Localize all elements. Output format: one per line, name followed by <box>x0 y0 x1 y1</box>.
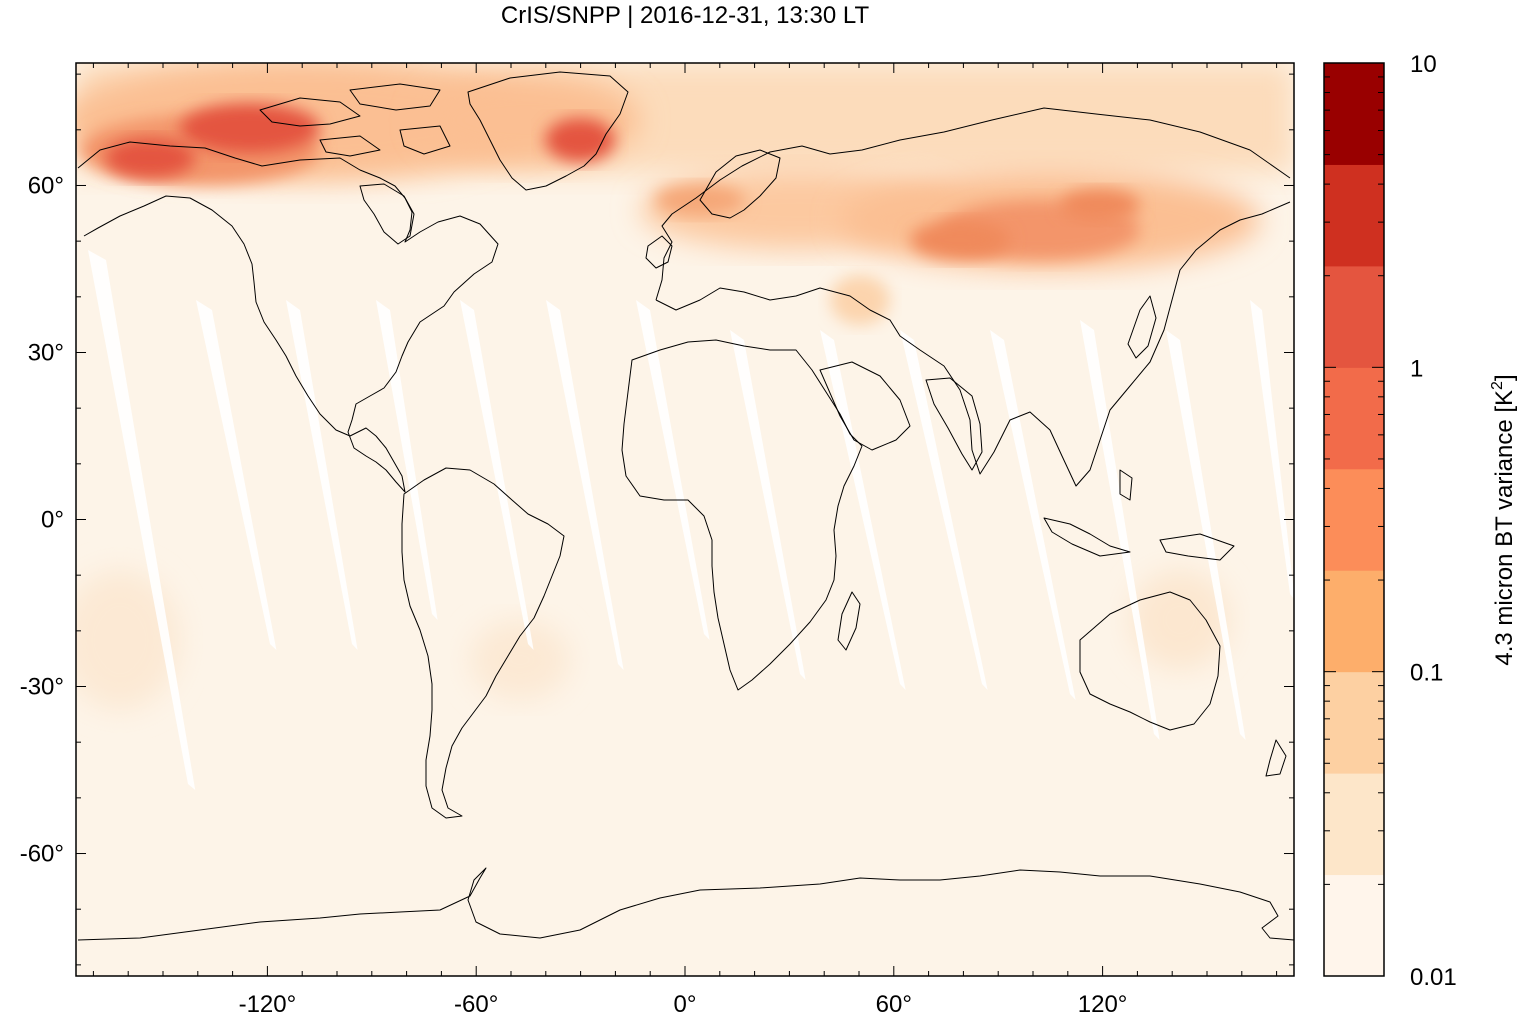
coastline-new-zealand <box>1265 739 1287 777</box>
orbit-gap <box>286 300 358 650</box>
coastline-sea-islands <box>1043 469 1235 561</box>
coastline-europe <box>655 107 1291 487</box>
orbit-gap <box>820 330 906 690</box>
orbit-gap <box>900 330 988 690</box>
orbit-gap <box>460 300 534 650</box>
colorbar-band <box>1324 570 1384 673</box>
colorbar-band <box>1324 265 1384 368</box>
orbit-swath-gaps <box>88 250 1294 790</box>
coastline-south-america <box>401 467 565 819</box>
coastline-scandinavia <box>699 149 781 219</box>
coastline-australia <box>1079 591 1221 731</box>
colorbar-tick-label: 1 <box>1410 355 1423 382</box>
colorbar-tick-label: 10 <box>1410 51 1437 78</box>
colorbar-band <box>1324 164 1384 267</box>
colorbar-title-superscript: 2 <box>1489 381 1506 390</box>
coastline-india <box>925 377 983 471</box>
orbit-gap <box>1080 320 1160 740</box>
map-axes: -120° -60° 0° 60° 120° 60° 30° 0° -30° -60° <box>20 63 1294 1018</box>
x-tick-label: -60° <box>454 991 498 1018</box>
y-tick-label: -60° <box>20 841 64 868</box>
x-tick-label: 120° <box>1078 991 1128 1018</box>
coastline-hudson-bay <box>359 183 415 245</box>
colorbar-band <box>1324 773 1384 876</box>
coastline-arabia <box>819 361 911 451</box>
coastline-greenland <box>467 71 629 191</box>
y-tick-label: 0° <box>41 507 64 534</box>
colorbar-band <box>1324 468 1384 571</box>
coastlines <box>77 71 1294 941</box>
y-tick-label: -30° <box>20 674 64 701</box>
colorbar-tick-label: 0.1 <box>1410 660 1443 687</box>
coastline-africa-eurasia <box>621 339 863 691</box>
colorbar-ticks: 10 1 0.1 0.01 <box>1324 51 1457 991</box>
coastline-uk <box>645 235 673 269</box>
orbit-gap <box>376 300 438 620</box>
coastline-arctic-islands <box>259 83 451 157</box>
orbit-gap <box>88 250 196 790</box>
y-tick-label: 30° <box>28 339 64 366</box>
colorbar-band <box>1324 63 1384 165</box>
map-plot-area <box>76 63 1294 976</box>
variance-field-north <box>76 63 1294 710</box>
colorbar-band <box>1324 671 1384 774</box>
coastline-north-america <box>77 141 499 493</box>
coastline-madagascar <box>837 591 861 651</box>
plot-title: CrIS/SNPP | 2016-12-31, 13:30 LT <box>501 2 870 29</box>
coastline-antarctica <box>77 867 1294 941</box>
orbit-gap <box>546 300 624 670</box>
orbit-gap <box>1166 330 1246 740</box>
orbit-gap <box>1250 300 1294 599</box>
x-tick-label: 0° <box>674 991 697 1018</box>
x-tick-label: 60° <box>876 991 912 1018</box>
colorbar-band <box>1324 874 1384 977</box>
colorbar-frame <box>1323 62 1385 977</box>
colorbar: 10 1 0.1 0.01 4.3 micron BT variance [K2] <box>1323 51 1518 991</box>
orbit-gap <box>730 330 806 680</box>
colorbar-band <box>1324 367 1384 470</box>
orbit-gap <box>636 300 710 640</box>
colorbar-tick-label: 0.01 <box>1410 964 1457 991</box>
colorbar-title-suffix: ] <box>1491 374 1518 381</box>
orbit-gap <box>990 330 1076 700</box>
orbit-gap <box>196 300 277 650</box>
x-tick-label: -120° <box>239 991 297 1018</box>
colorbar-bands <box>1324 63 1384 977</box>
y-tick-label: 60° <box>28 172 64 199</box>
coastline-japan <box>1127 295 1157 359</box>
colorbar-title: 4.3 micron BT variance [K2] <box>1489 374 1518 665</box>
